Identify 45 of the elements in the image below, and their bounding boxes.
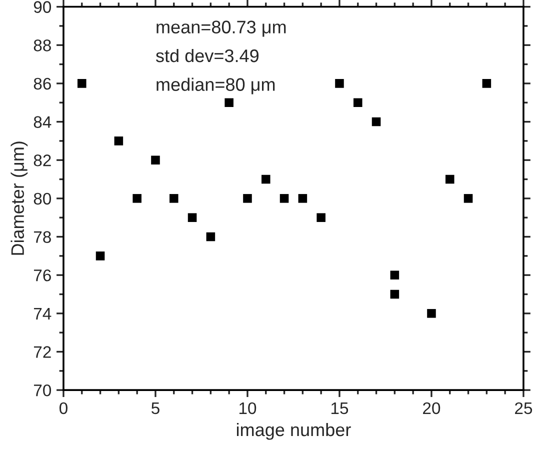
point (390, 290, 400, 299)
y-tick-label: 82 (34, 154, 51, 166)
point (316, 213, 326, 222)
x-tick-label: 5 (152, 402, 160, 414)
point (445, 174, 454, 184)
point (335, 79, 344, 88)
x-tick-label: 15 (331, 402, 348, 414)
point (390, 270, 400, 280)
point (261, 174, 270, 184)
y-tick-label: 90 (34, 1, 52, 13)
x-tick-label: 25 (515, 402, 532, 414)
point (114, 136, 124, 146)
x-tick-label: 10 (239, 402, 256, 414)
point (427, 309, 436, 318)
x-tick-label: 0 (60, 402, 68, 414)
y-tick-label: 72 (34, 346, 51, 358)
x-tick-label: 20 (423, 402, 440, 414)
y-tick-label: 70 (34, 384, 52, 396)
y-tick-label: 74 (34, 308, 52, 320)
y-tick-label: 88 (34, 40, 51, 52)
point (280, 194, 289, 203)
y-tick-label: 76 (34, 269, 51, 282)
x-axis-title: image number (236, 422, 351, 440)
point (132, 194, 142, 203)
annotation: std dev=3.49 (156, 48, 259, 62)
point (188, 213, 197, 222)
point (372, 117, 381, 126)
point (151, 156, 160, 164)
point (96, 252, 105, 260)
y-tick-label: 84 (34, 116, 52, 128)
point (353, 98, 362, 107)
annotation: mean=80.73 μm (156, 20, 286, 37)
point (206, 232, 216, 242)
y-tick-label: 80 (34, 192, 52, 205)
y-tick-label: 78 (34, 231, 51, 243)
point (464, 194, 473, 203)
point (224, 98, 234, 107)
point (298, 194, 308, 203)
point (482, 79, 492, 88)
y-tick-label: 86 (34, 78, 51, 90)
point (243, 194, 252, 203)
annotation: median=80 μm (156, 78, 275, 94)
y-axis-title: Diameter (μm) (10, 142, 28, 255)
point (169, 194, 178, 203)
point (77, 79, 86, 88)
